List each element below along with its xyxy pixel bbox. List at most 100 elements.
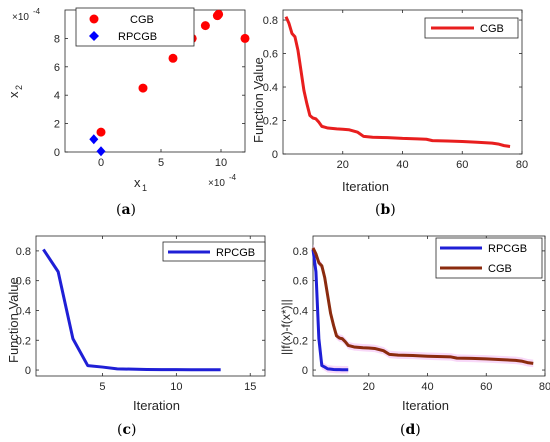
panel-d-ytick-label: 0.2 — [293, 335, 308, 347]
panel-d-legend-rpcgb-label: RPCGB — [488, 243, 527, 255]
panel-b-ytick-label: 0.4 — [263, 82, 278, 94]
panel-d-ytick-label: 0.8 — [293, 246, 308, 258]
panel-d-legend: RPCGB CGB — [435, 237, 543, 279]
panel-c-caption-letter: c — [122, 422, 131, 438]
panel-d-legend-box — [435, 237, 543, 279]
panel-d-caption: (d) — [400, 422, 421, 438]
panel-d-legend-cgb-label: CGB — [488, 263, 512, 275]
panel-c-legend-box — [162, 241, 266, 262]
panel-c-plot: 5 10 15 0 0.2 0.4 0.6 0.8 — [16, 235, 266, 393]
panel-c-axes-box — [35, 235, 266, 377]
panel-c-ytick-label: 0.4 — [16, 305, 31, 317]
panel-d-axes-box — [312, 235, 546, 377]
panel-c-xtick-label: 10 — [170, 381, 182, 393]
panel-a-cgb-point — [138, 83, 148, 93]
panel-c-rpcgb-line — [42, 248, 221, 372]
panel-a-caption-letter: a — [121, 202, 130, 218]
panel-d-ylabel: ||f(x)-f(x*)|| — [279, 299, 293, 355]
panel-a-cgb-point — [96, 127, 106, 137]
panel-a-ytick-label: 0 — [54, 147, 60, 159]
panel-c-caption: (c) — [117, 422, 136, 438]
panel-d-caption-letter: d — [405, 422, 415, 438]
panel-a-x-exponent: -4 — [229, 173, 237, 182]
panel-a-caption-close: ) — [131, 202, 136, 218]
panel-a-caption-open: ( — [116, 202, 121, 218]
panel-b-xtick-label: 20 — [337, 159, 349, 171]
panel-d: 20 40 60 80 0 0.2 0.4 0.6 0.8 Iteration ||f(x)-f… — [279, 235, 550, 438]
panel-a: 0 5 10 0 2 4 6 8 ×10 -4 ×10 -4 x 1 x 2 CGB RPCG… — [6, 7, 250, 218]
panel-b-ytick-label: 0.8 — [263, 15, 278, 27]
panel-d-xtick-label: 20 — [363, 381, 375, 393]
panel-b-caption: (b) — [375, 202, 396, 218]
panel-a-cgb-point — [168, 53, 178, 63]
panel-c-legend: RPCGB — [162, 241, 266, 262]
panel-a-cgb-point — [200, 21, 210, 31]
panel-b-legend: CGB — [424, 17, 519, 39]
panel-a-legend-cgb-marker — [89, 14, 99, 24]
panel-a-cgb-point — [240, 33, 250, 43]
panel-b-ytick-label: 0.2 — [263, 116, 278, 128]
panel-c: 5 10 15 0 0.2 0.4 0.6 0.8 Iteration Function Va… — [6, 235, 266, 438]
panel-a-plot: 0 5 10 0 2 4 6 8 — [54, 9, 250, 169]
panel-d-xtick-label: 60 — [480, 381, 492, 393]
panel-a-ylabel-sub: 2 — [14, 85, 24, 90]
panel-b: 20 40 60 80 0 0.2 0.4 0.6 0.8 Iteration Function… — [251, 9, 528, 218]
panel-b-ytick-label: 0.6 — [263, 49, 278, 61]
panel-b-caption-letter: b — [380, 202, 390, 218]
panel-a-ylabel: x — [6, 91, 21, 98]
panel-a-x-exponent-base: ×10 — [208, 178, 225, 189]
panel-d-cgb-line — [311, 247, 534, 365]
panel-d-plot: 20 40 60 80 0 0.2 0.4 0.6 0.8 — [293, 235, 550, 393]
panel-d-xtick-label: 80 — [539, 381, 550, 393]
panel-c-ytick-label: 0.6 — [16, 276, 31, 288]
panel-c-caption-open: ( — [117, 422, 122, 438]
panel-a-ytick-label: 4 — [54, 90, 60, 102]
panel-c-xtick-label: 5 — [99, 381, 105, 393]
panel-a-rpcgb-point — [96, 146, 106, 157]
panel-d-caption-close: ) — [415, 422, 420, 438]
panel-d-xtick-label: 40 — [421, 381, 433, 393]
panel-a-xlabel-sub: 1 — [142, 183, 147, 193]
panel-b-xtick-label: 60 — [456, 159, 468, 171]
panel-a-legend-box — [75, 7, 195, 47]
panel-c-ylabel: Function Value — [6, 277, 21, 363]
panel-a-y-exponent: -4 — [33, 7, 41, 16]
panel-d-ytick-label: 0.6 — [293, 276, 308, 288]
panel-a-ytick-label: 8 — [54, 33, 60, 45]
panel-b-cgb-line — [284, 16, 511, 148]
panel-c-ytick-label: 0.2 — [16, 335, 31, 347]
panel-a-xlabel: x — [134, 175, 141, 190]
panel-a-ytick-label: 2 — [54, 119, 60, 131]
panel-a-xtick-label: 5 — [158, 157, 164, 169]
panel-c-legend-rpcgb-label: RPCGB — [216, 247, 255, 259]
panel-b-legend-cgb-label: CGB — [480, 23, 504, 35]
panel-c-caption-close: ) — [131, 422, 136, 438]
panel-b-plot: 20 40 60 80 0 0.2 0.4 0.6 0.8 — [263, 9, 528, 171]
panel-c-ytick-label: 0 — [25, 365, 31, 377]
panel-a-xtick-label: 10 — [215, 157, 227, 169]
panel-b-ylabel: Function Value — [251, 57, 266, 143]
panel-a-legend-rpcgb-marker — [89, 31, 99, 41]
panel-d-ytick-label: 0 — [302, 365, 308, 377]
panel-a-xtick-label: 0 — [98, 157, 104, 169]
panel-c-xlabel: Iteration — [133, 398, 180, 413]
panel-a-legend-cgb-label: CGB — [130, 14, 154, 26]
panel-b-xtick-label: 80 — [516, 159, 528, 171]
panel-c-xtick-label: 15 — [244, 381, 256, 393]
panel-b-xtick-label: 40 — [396, 159, 408, 171]
panel-d-xlabel: Iteration — [402, 398, 449, 413]
panel-b-xlabel: Iteration — [342, 179, 389, 194]
panel-a-legend-rpcgb-label: RPCGB — [118, 31, 157, 43]
panel-a-rpcgb-point — [89, 134, 99, 145]
panel-d-rpcgb-line — [311, 249, 349, 372]
panel-a-cgb-point — [214, 9, 224, 19]
panel-a-ytick-label: 6 — [54, 62, 60, 74]
panel-d-caption-open: ( — [400, 422, 405, 438]
panel-d-ytick-label: 0.4 — [293, 305, 308, 317]
panel-a-caption: (a) — [116, 202, 136, 218]
panel-b-caption-open: ( — [375, 202, 380, 218]
panel-b-ytick-label: 0 — [272, 149, 278, 161]
panel-a-legend: CGB RPCGB — [75, 7, 195, 47]
panel-b-caption-close: ) — [390, 202, 395, 218]
